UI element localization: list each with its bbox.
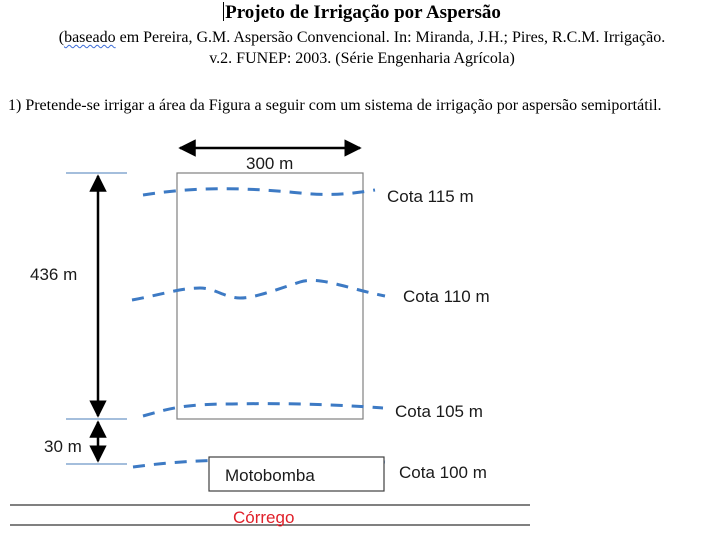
pump-box [208, 456, 385, 492]
subtitle-line-2: v.2. FUNEP: 2003. (Série Engenharia Agrí… [209, 50, 515, 67]
length-label: 436 m [30, 265, 77, 284]
contour-line-115 [142, 187, 376, 197]
document-title: Projeto de Irrigação por Aspersão [0, 2, 724, 24]
subtitle-open-paren: ( [58, 29, 65, 46]
field-area [176, 172, 364, 420]
spellcheck-underlined-word: baseado [64, 29, 116, 46]
document-subtitle: (baseado em Pereira, G.M. Aspersão Conve… [0, 27, 724, 69]
contour-line-105 [142, 402, 384, 418]
contour-label-110: Cota 110 m [403, 287, 490, 306]
gap-label: 30 m [44, 437, 82, 456]
stream-label: Córrego [233, 508, 294, 527]
question-paragraph: 1) Pretende-se irrigar a área da Figura … [8, 97, 662, 114]
contour-label-115: Cota 115 m [387, 187, 474, 206]
contour-label-100: Cota 100 m [399, 463, 487, 482]
subtitle-line-1: em Pereira, G.M. Aspersão Convencional. … [115, 29, 666, 46]
width-label: 300 m [246, 154, 293, 173]
text-cursor [223, 2, 225, 21]
title-text: Projeto de Irrigação por Aspersão [225, 2, 501, 23]
pump-label: Motobomba [225, 466, 315, 485]
contour-line-110 [131, 278, 386, 302]
contour-label-105: Cota 105 m [395, 402, 483, 421]
